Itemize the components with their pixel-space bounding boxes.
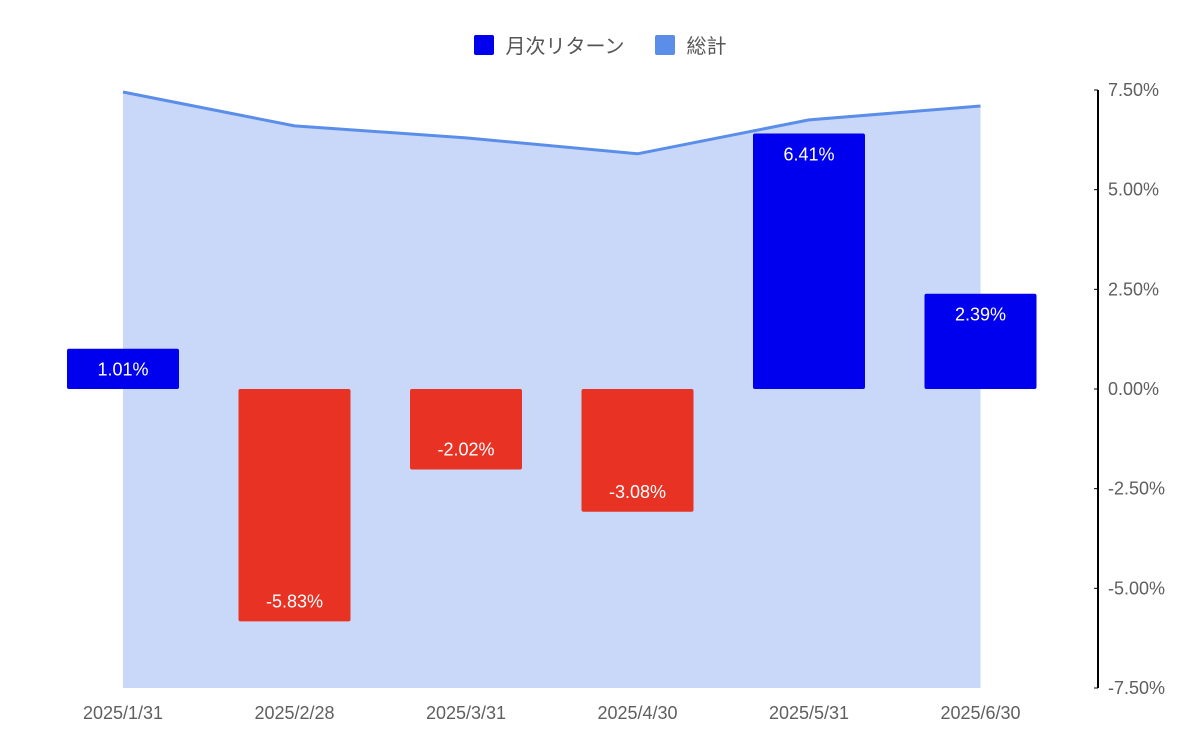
bar-value-label: 1.01% <box>97 360 148 380</box>
legend-swatch-total <box>654 34 675 55</box>
bar-value-label: 2.39% <box>955 305 1006 325</box>
total-area-line <box>122 90 981 156</box>
bar-value-label: 6.41% <box>783 144 834 164</box>
x-tick-label: 2025/2/28 <box>254 703 334 723</box>
x-tick-label: 2025/4/30 <box>597 703 677 723</box>
legend-item-monthly-return: 月次リターン <box>473 30 625 59</box>
bar-2025/4/30 <box>581 389 694 512</box>
x-tick-label: 2025/3/31 <box>426 703 506 723</box>
y-tick-label: -5.00% <box>1108 578 1165 598</box>
legend-swatch-monthly-return <box>473 34 494 55</box>
bar-2025/3/31 <box>410 389 522 470</box>
y-tick-label: -7.50% <box>1108 678 1165 698</box>
legend-label-monthly-return: 月次リターン <box>505 36 625 58</box>
bar-2025/1/31 <box>67 348 179 389</box>
bar-2025/6/30 <box>924 293 1037 389</box>
bar-value-label: -3.08% <box>609 482 666 502</box>
y-tick-label: 0.00% <box>1108 379 1159 399</box>
bar-value-label: -5.83% <box>266 591 323 611</box>
y-tick-label: 2.50% <box>1108 279 1159 299</box>
y-tick-label: 5.00% <box>1108 180 1159 200</box>
legend-item-total: 総計 <box>654 30 727 59</box>
bar-2025/5/31 <box>753 133 865 389</box>
y-tick-label: 7.50% <box>1108 80 1159 100</box>
x-tick-label: 2025/1/31 <box>83 703 163 723</box>
bar-value-label: -2.02% <box>437 440 494 460</box>
bar-2025/2/28 <box>238 389 351 622</box>
legend-label-total: 総計 <box>686 36 727 58</box>
x-tick-label: 2025/5/31 <box>769 703 849 723</box>
y-tick-label: -2.50% <box>1108 479 1165 499</box>
legend: 月次リターン 総計 <box>0 30 1200 59</box>
x-tick-label: 2025/6/30 <box>940 703 1020 723</box>
